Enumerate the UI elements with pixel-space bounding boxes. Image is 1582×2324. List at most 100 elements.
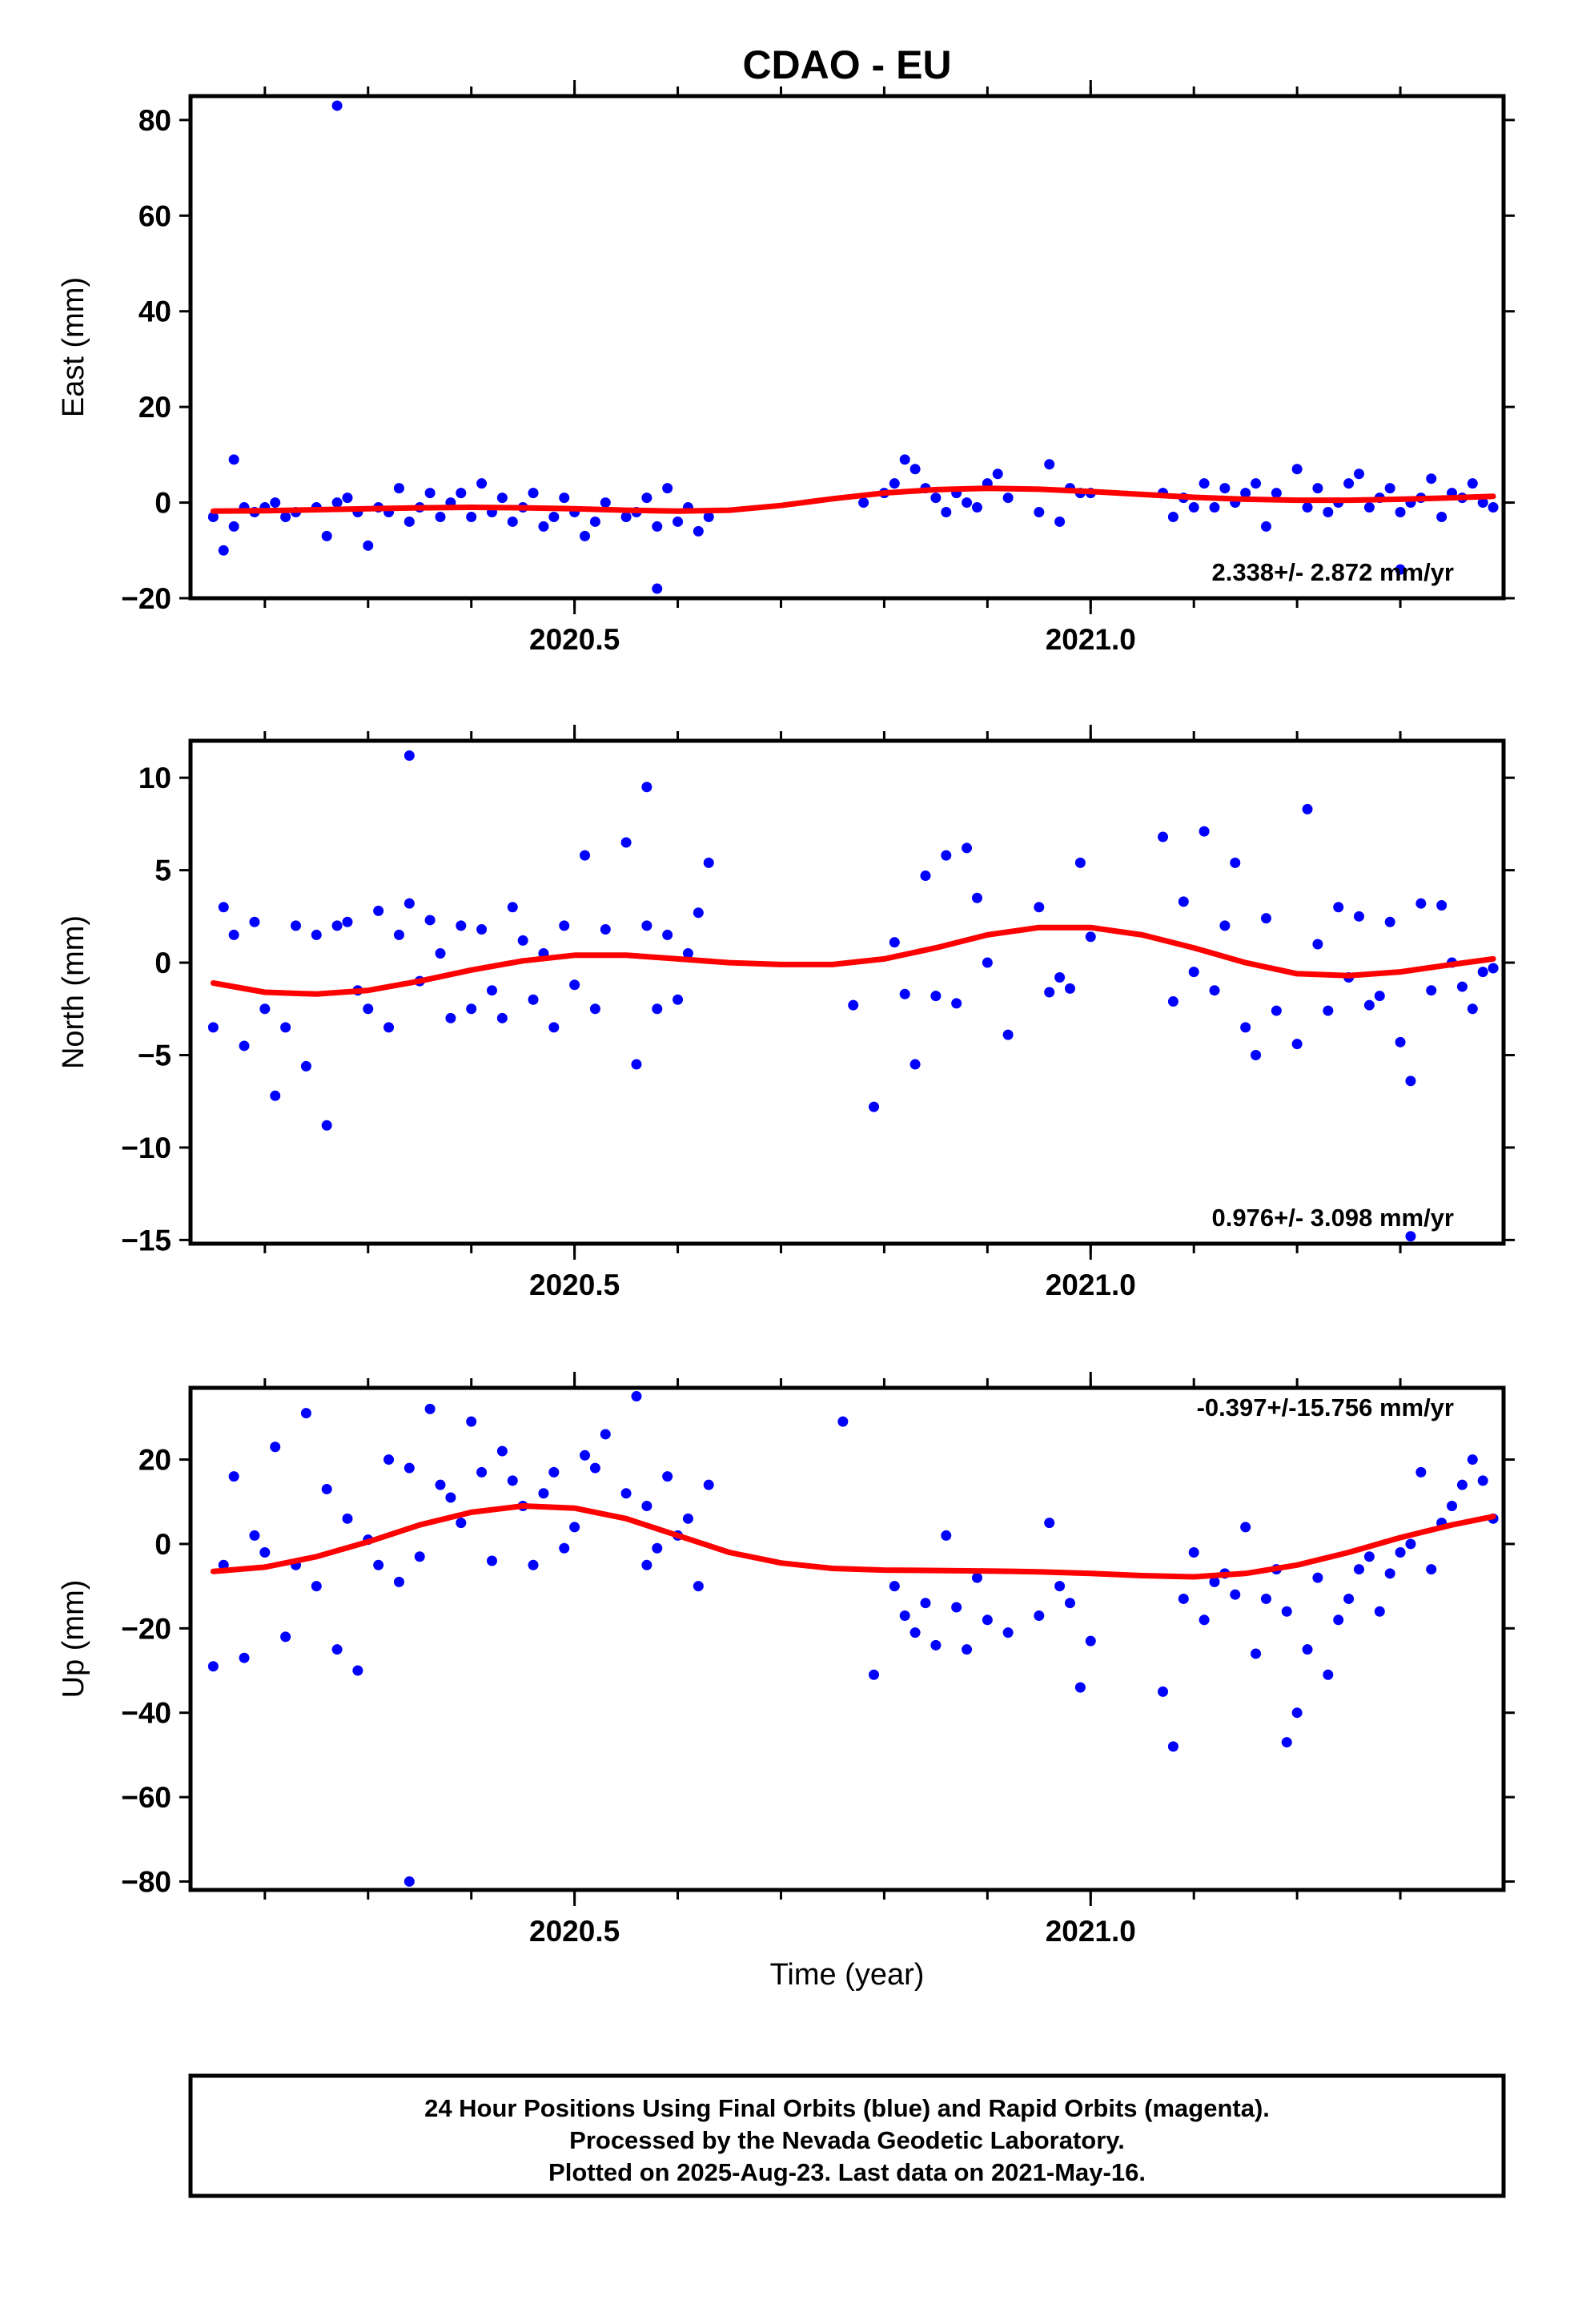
north-data-point <box>1467 1003 1478 1015</box>
up-data-point <box>1178 1593 1189 1604</box>
north-data-point <box>363 1003 374 1015</box>
up-data-point <box>321 1483 332 1494</box>
north-data-point <box>641 920 652 931</box>
east-data-point <box>941 507 952 518</box>
up-data-point <box>1044 1518 1055 1529</box>
east-data-point <box>270 497 281 509</box>
east-panel: 2020.5 2021.0 −20 0 20 40 60 80 East (mm) 2.338+/… <box>57 80 1515 656</box>
up-data-point <box>909 1627 921 1638</box>
up-data-point <box>641 1501 652 1512</box>
up-y-tick-label: 20 <box>139 1444 171 1477</box>
east-data-point <box>1395 507 1406 518</box>
up-data-point <box>1291 1707 1303 1719</box>
up-data-point <box>1374 1606 1385 1617</box>
east-data-point <box>1219 483 1231 494</box>
north-data-point <box>528 994 539 1005</box>
north-y-tick-label: −5 <box>138 1039 171 1072</box>
north-data-point <box>1384 916 1395 927</box>
north-data-point <box>1188 967 1199 978</box>
up-data-point <box>404 1462 415 1474</box>
up-data-point <box>1074 1682 1086 1693</box>
east-data-point <box>1343 478 1355 489</box>
north-data-point <box>1477 967 1488 978</box>
north-data-point <box>899 988 910 999</box>
north-data-point <box>486 985 497 996</box>
up-y-tick-label: 0 <box>155 1528 171 1561</box>
up-data-point <box>1405 1538 1416 1550</box>
up-data-point <box>1302 1644 1313 1655</box>
east-data-point <box>992 468 1003 480</box>
up-data-point <box>930 1639 942 1651</box>
north-data-point <box>962 842 973 854</box>
up-y-tick-label: −60 <box>121 1781 171 1814</box>
north-data-point <box>662 929 673 940</box>
east-data-point <box>466 511 477 522</box>
east-data-point <box>693 525 704 537</box>
north-data-point <box>466 1003 477 1015</box>
north-rate-label: 0.976+/- 3.098 mm/yr <box>1212 1204 1454 1232</box>
north-data-point <box>1395 1036 1406 1047</box>
north-data-point <box>703 857 714 868</box>
east-data-point <box>1477 497 1488 509</box>
up-data-point <box>507 1475 518 1486</box>
north-data-point <box>930 991 942 1002</box>
north-data-point <box>1426 985 1437 996</box>
north-data-point <box>1230 857 1241 868</box>
east-rate-label: 2.338+/- 2.872 mm/yr <box>1212 558 1454 586</box>
up-data-point <box>270 1441 281 1453</box>
east-data-point <box>620 511 632 522</box>
north-data-point <box>445 1012 456 1023</box>
north-data-point <box>496 1012 508 1023</box>
east-data-point <box>652 583 663 594</box>
up-data-point <box>383 1454 395 1466</box>
up-data-point <box>466 1416 477 1427</box>
up-data-point <box>869 1669 880 1680</box>
east-data-point <box>321 530 332 541</box>
up-data-point <box>951 1602 962 1613</box>
east-data-point <box>1209 502 1220 513</box>
up-data-point <box>1209 1576 1220 1587</box>
north-data-point <box>631 1059 642 1070</box>
up-data-point <box>1002 1627 1014 1638</box>
east-data-point <box>1384 483 1395 494</box>
north-y-axis-label: North (mm) <box>57 915 90 1069</box>
east-data-point <box>280 511 291 522</box>
north-data-point <box>580 850 591 861</box>
north-data-point <box>517 935 528 946</box>
up-data-point <box>207 1661 219 1672</box>
up-data-point <box>1199 1614 1210 1626</box>
north-data-point <box>569 979 580 991</box>
up-x-tick-label: 2021.0 <box>1046 1915 1136 1948</box>
north-data-point <box>693 907 704 919</box>
east-data-point <box>218 545 229 556</box>
north-data-point <box>1054 972 1066 983</box>
east-y-tick-label: 60 <box>139 199 171 232</box>
north-data-point <box>1405 1076 1416 1087</box>
north-data-point <box>239 1040 250 1051</box>
east-x-tick-label: 2020.5 <box>529 623 620 656</box>
up-data-point <box>414 1551 425 1562</box>
up-data-point <box>1260 1593 1271 1604</box>
up-data-point <box>920 1598 931 1609</box>
north-fit-line <box>210 924 1496 997</box>
east-data-point <box>971 502 982 513</box>
up-data-point <box>941 1530 952 1541</box>
north-y-tick-label: 10 <box>139 762 171 794</box>
up-data-point <box>456 1518 467 1529</box>
east-y-tick-label: 80 <box>139 104 171 137</box>
east-data-point <box>1488 502 1499 513</box>
up-data-point <box>1251 1648 1262 1659</box>
up-data-point <box>1240 1522 1251 1533</box>
east-data-point <box>1291 464 1303 475</box>
up-data-point <box>1426 1564 1437 1575</box>
north-data-point <box>589 1003 600 1015</box>
north-x-tick-label: 2021.0 <box>1046 1269 1136 1301</box>
east-data-point <box>456 488 467 499</box>
north-y-tick-label: −15 <box>121 1224 171 1256</box>
north-data-point <box>1415 898 1427 909</box>
east-y-tick-label: 40 <box>139 296 171 328</box>
up-rate-label: -0.397+/-15.756 mm/yr <box>1197 1393 1454 1421</box>
up-data-point <box>1034 1610 1045 1622</box>
east-data-point <box>930 493 942 504</box>
